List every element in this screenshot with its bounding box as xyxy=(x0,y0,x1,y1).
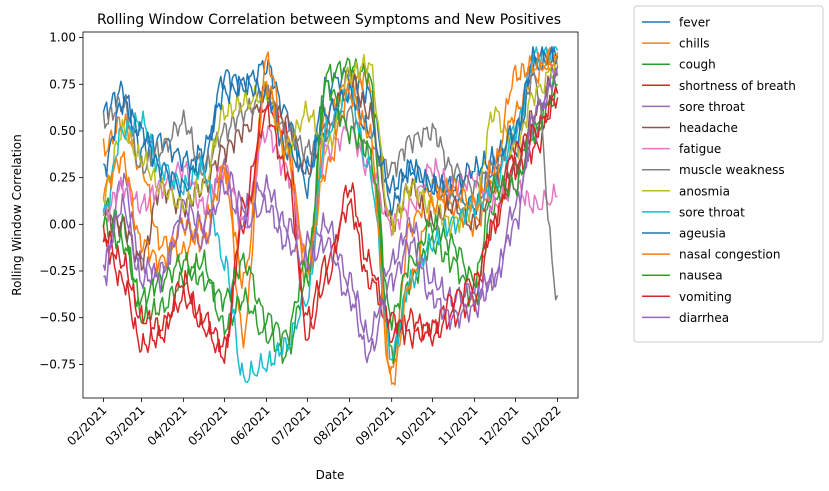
legend-entry: fever xyxy=(679,16,710,30)
x-axis-ticks: 02/202103/202104/202105/202106/202107/20… xyxy=(64,398,564,448)
legend-entry: sore throat xyxy=(679,100,745,114)
x-tick-label: 08/2021 xyxy=(311,403,356,448)
y-tick-label: 0.50 xyxy=(49,124,76,138)
y-axis-ticks: 1.00 0.75 0.50 0.25 0.00 −0.25 −0.50 −0.75 xyxy=(39,31,83,371)
legend-entry: cough xyxy=(679,58,716,72)
series-line-13 xyxy=(102,74,559,348)
legend-entry: nasal congestion xyxy=(679,248,781,262)
legend: fever chills cough shortness of breath sore … xyxy=(633,5,824,343)
x-tick-label: 09/2021 xyxy=(353,403,398,448)
legend-entry: nausea xyxy=(679,269,723,283)
x-tick-label: 01/2022 xyxy=(519,403,564,448)
legend-entry: fatigue xyxy=(679,142,721,156)
x-tick-label: 05/2021 xyxy=(185,403,230,448)
series-line-15 xyxy=(102,67,559,364)
y-tick-label: −0.50 xyxy=(39,311,76,325)
series-line-10 xyxy=(102,46,559,384)
legend-entry: chills xyxy=(679,37,709,51)
legend-entry: muscle weakness xyxy=(679,163,785,177)
x-tick-label: 12/2021 xyxy=(476,403,521,448)
chart-title: Rolling Window Correlation between Sympt… xyxy=(97,12,561,28)
x-tick-label: 07/2021 xyxy=(268,403,313,448)
series-line-14 xyxy=(102,94,559,353)
x-tick-label: 03/2021 xyxy=(102,403,147,448)
series-line-12 xyxy=(102,48,558,386)
y-tick-label: 0.25 xyxy=(49,171,76,185)
legend-entry: headache xyxy=(679,121,738,135)
x-tick-label: 11/2021 xyxy=(436,403,481,448)
legend-entry: sore throat xyxy=(679,205,745,219)
x-axis-label: Date xyxy=(316,468,345,482)
series-line-9 xyxy=(102,53,559,237)
series-lines xyxy=(102,46,559,386)
y-tick-label: −0.75 xyxy=(39,357,76,371)
series-line-5 xyxy=(103,63,559,343)
legend-entry: shortness of breath xyxy=(679,79,796,93)
series-line-11 xyxy=(102,46,559,198)
x-tick-label: 04/2021 xyxy=(145,403,190,448)
plot-area-frame xyxy=(82,31,579,399)
x-tick-label: 06/2021 xyxy=(228,403,273,448)
y-tick-label: 1.00 xyxy=(49,31,76,45)
legend-entry: ageusia xyxy=(679,227,726,241)
y-axis-label: Rolling Window Correlation xyxy=(10,134,24,295)
y-tick-label: 0.75 xyxy=(49,77,76,91)
legend-entry: anosmia xyxy=(679,184,730,198)
y-tick-label: 0.00 xyxy=(49,217,76,231)
legend-frame xyxy=(633,5,824,343)
x-tick-label: 10/2021 xyxy=(393,403,438,448)
y-tick-label: −0.25 xyxy=(39,264,76,278)
legend-entry: diarrhea xyxy=(679,311,729,325)
legend-entry: vomiting xyxy=(679,290,732,304)
x-tick-label: 02/2021 xyxy=(64,403,109,448)
